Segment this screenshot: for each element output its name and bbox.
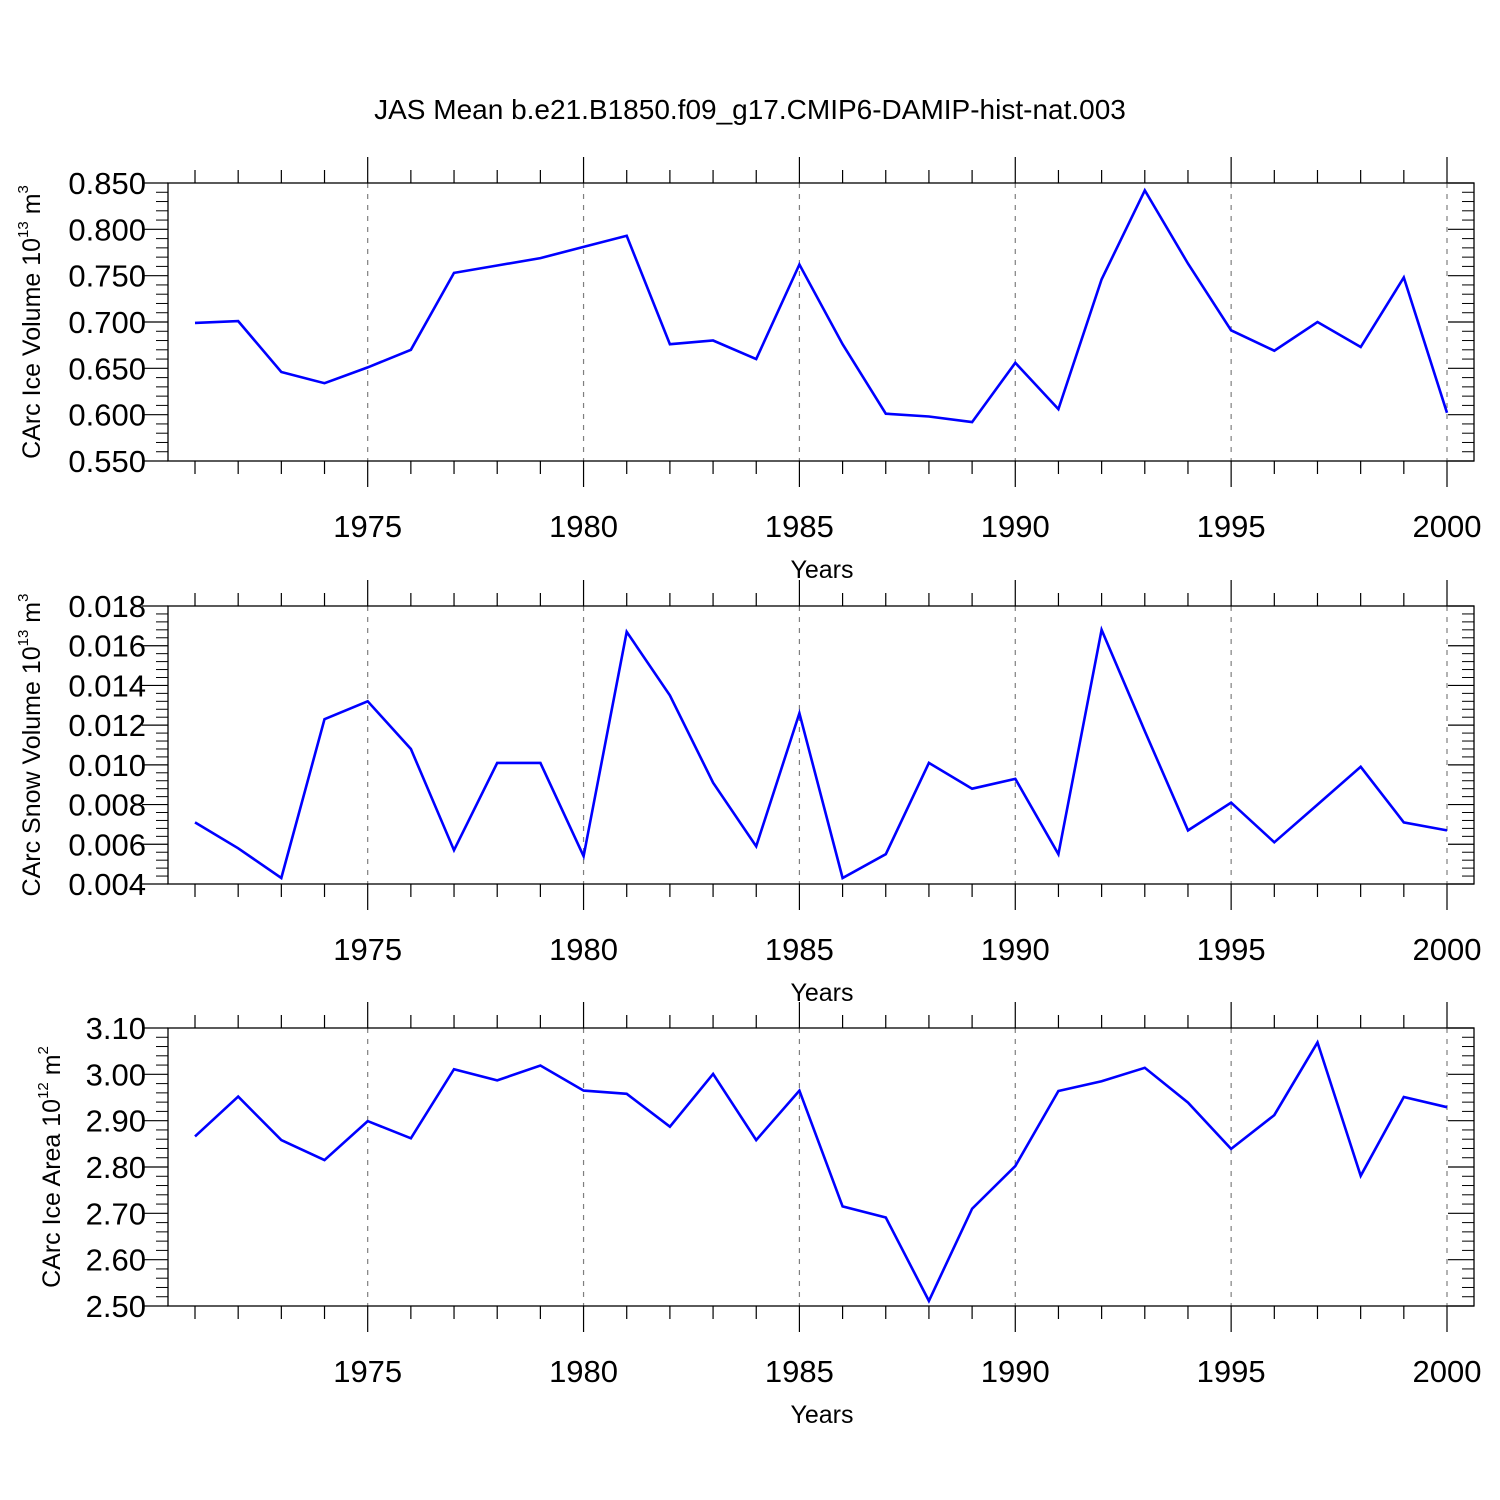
ice-area-x-tick-label: 1980	[549, 1354, 618, 1389]
snow-volume-x-tick-label: 1975	[333, 932, 402, 967]
ice-area-x-tick-label: 2000	[1413, 1354, 1482, 1389]
ice-area-x-tick-label: 1975	[333, 1354, 402, 1389]
ice-volume-x-axis-title: Years	[790, 556, 853, 584]
snow-volume-y-tick-label: 0.014	[68, 668, 146, 703]
figure-title: JAS Mean b.e21.B1850.f09_g17.CMIP6-DAMIP…	[374, 94, 1126, 125]
snow-volume-x-tick-label: 1995	[1197, 932, 1266, 967]
snow-volume-y-tick-label: 0.016	[68, 629, 146, 664]
ice-volume-y-tick-label: 0.600	[68, 398, 146, 433]
ice-volume-y-axis-title: CArc Ice Volume 1013 m3	[15, 185, 46, 459]
ice-area-y-tick-label: 2.60	[86, 1243, 146, 1278]
snow-volume-y-tick-label: 0.008	[68, 788, 146, 823]
snow-volume-x-tick-label: 2000	[1413, 932, 1482, 967]
ice-volume-x-tick-label: 1995	[1197, 509, 1266, 544]
ice-area-y-tick-label: 3.00	[86, 1057, 146, 1092]
ice-volume-x-tick-label: 2000	[1413, 509, 1482, 544]
ice-area-y-tick-label: 2.70	[86, 1196, 146, 1231]
snow-volume-y-tick-label: 0.006	[68, 827, 146, 862]
ice-volume-x-tick-label: 1980	[549, 509, 618, 544]
ice-area-x-tick-label: 1990	[981, 1354, 1050, 1389]
ice-volume-x-tick-label: 1985	[765, 509, 834, 544]
snow-volume-y-tick-label: 0.018	[68, 589, 146, 624]
ice-area-y-tick-label: 3.10	[86, 1011, 146, 1046]
snow-volume-x-axis-title: Years	[790, 979, 853, 1007]
ice-area-x-tick-label: 1985	[765, 1354, 834, 1389]
ice-volume-y-tick-label: 0.700	[68, 305, 146, 340]
ice-area-x-tick-label: 1995	[1197, 1354, 1266, 1389]
snow-volume-y-tick-label: 0.012	[68, 708, 146, 743]
ice-area-series-line	[194, 1039, 1448, 1304]
ice-volume-x-tick-label: 1990	[981, 509, 1050, 544]
ice-area-y-tick-label: 2.90	[86, 1104, 146, 1139]
snow-volume-y-tick-label: 0.010	[68, 748, 146, 783]
ice-area-y-tick-label: 2.80	[86, 1150, 146, 1185]
ice-volume-y-tick-label: 0.650	[68, 351, 146, 386]
ice-area-frame	[167, 1027, 1475, 1307]
snow-volume-panel: 0.004 0.006 0.008 0.010 0.012 0.014 0.016 0.018…	[15, 580, 1481, 1007]
snow-volume-x-tick-label: 1990	[981, 932, 1050, 967]
ice-volume-y-tick-label: 0.550	[68, 444, 146, 479]
snow-volume-series-line	[194, 625, 1448, 881]
snow-volume-y-tick-label: 0.004	[68, 867, 146, 902]
snow-volume-frame	[167, 605, 1475, 885]
ice-volume-series-line	[194, 187, 1449, 424]
snow-volume-x-tick-label: 1985	[765, 932, 834, 967]
ice-volume-y-tick-label: 0.750	[68, 259, 146, 294]
ice-volume-frame	[167, 182, 1475, 462]
ice-volume-y-tick-label: 0.800	[68, 212, 146, 247]
ice-area-x-axis-title: Years	[790, 1401, 853, 1429]
snow-volume-y-axis-title: CArc Snow Volume 1013 m3	[15, 594, 46, 897]
ice-volume-y-tick-label: 0.850	[68, 166, 146, 201]
ice-volume-panel: 0.550 0.600 0.650 0.700 0.750 0.800 0.850 1975 1…	[15, 157, 1481, 584]
ice-area-y-axis-title: CArc Ice Area 1012 m2	[35, 1046, 66, 1288]
ice-area-panel: 2.50 2.60 2.70 2.80 2.90 3.00 3.10 1975 1980 1985…	[35, 1002, 1481, 1429]
ice-area-y-tick-label: 2.50	[86, 1289, 146, 1324]
snow-volume-x-tick-label: 1980	[549, 932, 618, 967]
ice-volume-x-tick-label: 1975	[333, 509, 402, 544]
